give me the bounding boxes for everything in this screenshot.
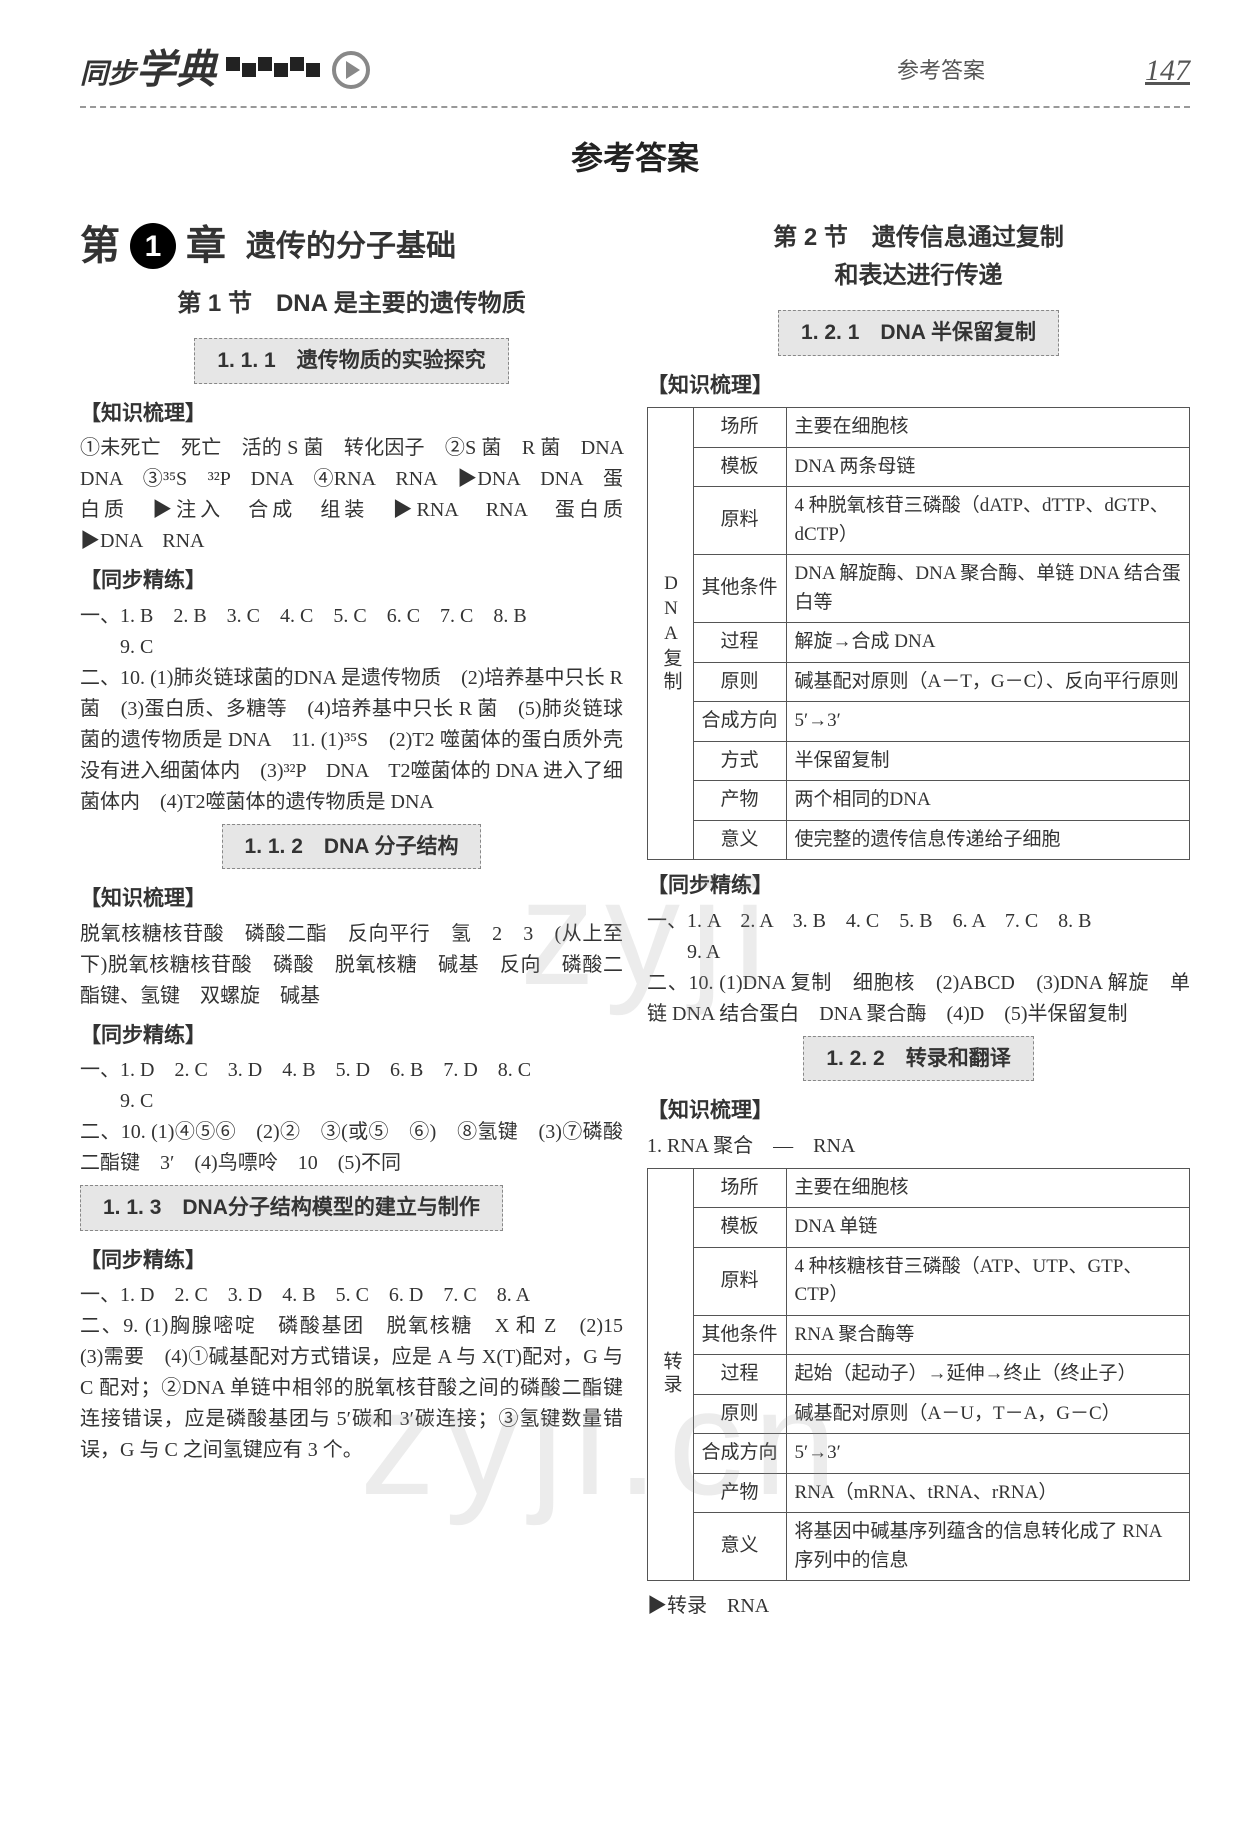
knowledge-label-r2: 【知识梳理】 (647, 1095, 1190, 1127)
practice-label-2: 【同步精练】 (80, 1020, 623, 1052)
knowledge-r2-line: 1. RNA 聚合 — RNA (647, 1131, 1190, 1162)
practice-3-line1: 一、1. D 2. C 3. D 4. B 5. C 6. D 7. C 8. … (80, 1280, 623, 1311)
section-1-title: 第 1 节 DNA 是主要的遗传物质 (80, 286, 623, 322)
checker-decoration (226, 63, 322, 77)
t2-r0-v: 主要在细胞核 (786, 1168, 1189, 1208)
t2-r8-v: 将基因中碱基序列蕴含的信息转化成了 RNA 序列中的信息 (786, 1513, 1189, 1581)
logo-prefix: 同步 (80, 59, 136, 90)
subsection-1-1-2: 1. 1. 2 DNA 分子结构 (222, 824, 482, 870)
t1-r5-k: 原则 (693, 662, 786, 702)
t1-r9-v: 使完整的遗传信息传递给子细胞 (786, 820, 1189, 860)
t1-r8-v: 两个相同的DNA (786, 781, 1189, 821)
t2-r2-k: 原料 (693, 1247, 786, 1315)
t2-r7-v: RNA（mRNA、tRNA、rRNA） (786, 1473, 1189, 1513)
t2-r8-k: 意义 (693, 1513, 786, 1581)
t2-r1-k: 模板 (693, 1208, 786, 1248)
t2-r4-v: 起始（起动子）→延伸→终止（终止子） (786, 1355, 1189, 1395)
chapter-number-icon: 1 (130, 223, 176, 269)
practice-21-line2: 9. A (647, 937, 1190, 968)
t2-r1-v: DNA 单链 (786, 1208, 1189, 1248)
knowledge-2-text: 脱氧核糖核苷酸 磷酸二酯 反向平行 氢 2 3 (从上至下)脱氧核糖核苷酸 磷酸… (80, 919, 623, 1012)
practice-1-line2: 9. C (80, 632, 623, 663)
t1-r3-v: DNA 解旋酶、DNA 聚合酶、单链 DNA 结合蛋白等 (786, 555, 1189, 623)
knowledge-label-r: 【知识梳理】 (647, 370, 1190, 402)
right-footer-line: ▶转录 RNA (647, 1591, 1190, 1622)
knowledge-label: 【知识梳理】 (80, 398, 623, 430)
practice-label-3: 【同步精练】 (80, 1245, 623, 1277)
page-number: 147 (1145, 48, 1190, 93)
knowledge-1-text: ①未死亡 死亡 活的 S 菌 转化因子 ②S 菌 R 菌 DNA DNA ③³⁵… (80, 433, 623, 557)
section-2-title-l2: 和表达进行传递 (647, 258, 1190, 294)
t2-r2-v: 4 种核糖核苷三磷酸（ATP、UTP、GTP、CTP） (786, 1247, 1189, 1315)
transcription-table: 转录 场所 主要在细胞核 模板DNA 单链 原料4 种核糖核苷三磷酸（ATP、U… (647, 1168, 1190, 1582)
chapter-prefix: 第 (80, 216, 120, 276)
practice-21-line1: 一、1. A 2. A 3. B 4. C 5. B 6. A 7. C 8. … (647, 906, 1190, 937)
t1-r3-k: 其他条件 (693, 555, 786, 623)
t1-r7-k: 方式 (693, 741, 786, 781)
t1-r4-v: 解旋→合成 DNA (786, 623, 1189, 663)
practice-1-line1: 一、1. B 2. B 3. C 4. C 5. C 6. C 7. C 8. … (80, 601, 623, 632)
t1-r9-k: 意义 (693, 820, 786, 860)
t1-r7-v: 半保留复制 (786, 741, 1189, 781)
t2-r3-v: RNA 聚合酶等 (786, 1315, 1189, 1355)
t1-r0-k: 场所 (693, 408, 786, 448)
practice-2-line3: 二、10. (1)④⑤⑥ (2)② ③(或⑤ ⑥) ⑧氢键 (3)⑦磷酸二酯键 … (80, 1117, 623, 1179)
subsection-1-2-1: 1. 2. 1 DNA 半保留复制 (778, 310, 1059, 356)
table2-vlabel: 转录 (648, 1168, 694, 1581)
t1-r1-v: DNA 两条母链 (786, 447, 1189, 487)
table1-vlabel: DNA复制 (648, 408, 694, 860)
chapter-title: 遗传的分子基础 (246, 224, 456, 269)
t1-r6-k: 合成方向 (693, 702, 786, 742)
subsection-1-1-3: 1. 1. 3 DNA分子结构模型的建立与制作 (80, 1185, 503, 1231)
practice-2-line1: 一、1. D 2. C 3. D 4. B 5. D 6. B 7. D 8. … (80, 1055, 623, 1086)
t1-r0-v: 主要在细胞核 (786, 408, 1189, 448)
practice-3-line2: 二、9. (1)胸腺嘧啶 磷酸基团 脱氧核糖 X 和 Z (2)15 (3)需要… (80, 1311, 623, 1466)
t1-r1-k: 模板 (693, 447, 786, 487)
practice-label-r: 【同步精练】 (647, 870, 1190, 902)
t2-r4-k: 过程 (693, 1355, 786, 1395)
dna-replication-table: DNA复制 场所 主要在细胞核 模板DNA 两条母链 原料4 种脱氧核苷三磷酸（… (647, 407, 1190, 860)
knowledge-label-2: 【知识梳理】 (80, 883, 623, 915)
t1-r8-k: 产物 (693, 781, 786, 821)
t1-r4-k: 过程 (693, 623, 786, 663)
t2-r5-v: 碱基配对原则（A－U，T－A，G－C） (786, 1394, 1189, 1434)
logo-big: 学典 (136, 47, 216, 92)
t1-r6-v: 5′→3′ (786, 702, 1189, 742)
practice-21-line3: 二、10. (1)DNA 复制 细胞核 (2)ABCD (3)DNA 解旋 单链… (647, 968, 1190, 1030)
t2-r5-k: 原则 (693, 1394, 786, 1434)
main-title: 参考答案 (80, 134, 1190, 182)
right-column: 第 2 节 遗传信息通过复制 和表达进行传递 1. 2. 1 DNA 半保留复制… (647, 210, 1190, 1622)
t1-r2-v: 4 种脱氧核苷三磷酸（dATP、dTTP、dGTP、dCTP） (786, 487, 1189, 555)
t2-r6-v: 5′→3′ (786, 1434, 1189, 1474)
practice-2-line2: 9. C (80, 1086, 623, 1117)
practice-label: 【同步精练】 (80, 565, 623, 597)
logo: 同步学典 (80, 40, 216, 100)
t2-r0-k: 场所 (693, 1168, 786, 1208)
subsection-1-2-2: 1. 2. 2 转录和翻译 (803, 1036, 1033, 1082)
section-2-title-l1: 第 2 节 遗传信息通过复制 (647, 220, 1190, 256)
page-header: 同步学典 参考答案 147 (80, 40, 1190, 108)
play-icon (332, 51, 370, 89)
t1-r5-v: 碱基配对原则（A－T，G－C）、反向平行原则 (786, 662, 1189, 702)
left-column: 第 1 章 遗传的分子基础 第 1 节 DNA 是主要的遗传物质 1. 1. 1… (80, 210, 623, 1622)
practice-1-line3: 二、10. (1)肺炎链球菌的DNA 是遗传物质 (2)培养基中只长 R 菌 (… (80, 663, 623, 818)
t1-r2-k: 原料 (693, 487, 786, 555)
chapter-heading: 第 1 章 遗传的分子基础 (80, 216, 623, 276)
t2-r6-k: 合成方向 (693, 1434, 786, 1474)
header-section-label: 参考答案 (897, 54, 985, 87)
chapter-suffix: 章 (186, 216, 226, 276)
t2-r3-k: 其他条件 (693, 1315, 786, 1355)
subsection-1-1-1: 1. 1. 1 遗传物质的实验探究 (194, 338, 508, 384)
t2-r7-k: 产物 (693, 1473, 786, 1513)
